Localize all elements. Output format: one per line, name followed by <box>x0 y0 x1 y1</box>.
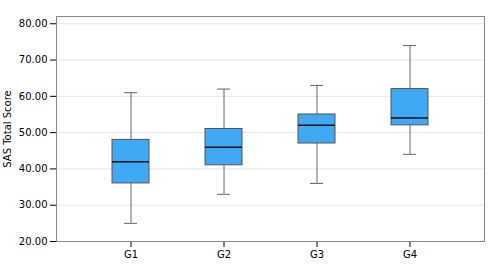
svg-text:60.00: 60.00 <box>19 91 48 102</box>
svg-text:80.00: 80.00 <box>19 18 48 29</box>
svg-text:G4: G4 <box>403 249 417 260</box>
svg-text:30.00: 30.00 <box>19 199 48 210</box>
svg-text:40.00: 40.00 <box>19 163 48 174</box>
svg-text:50.00: 50.00 <box>19 127 48 138</box>
svg-text:G1: G1 <box>124 249 138 260</box>
svg-text:G2: G2 <box>217 249 231 260</box>
svg-text:20.00: 20.00 <box>19 236 48 247</box>
svg-text:SAS Total Score: SAS Total Score <box>2 90 13 167</box>
svg-text:G3: G3 <box>310 249 324 260</box>
svg-text:70.00: 70.00 <box>19 54 48 65</box>
